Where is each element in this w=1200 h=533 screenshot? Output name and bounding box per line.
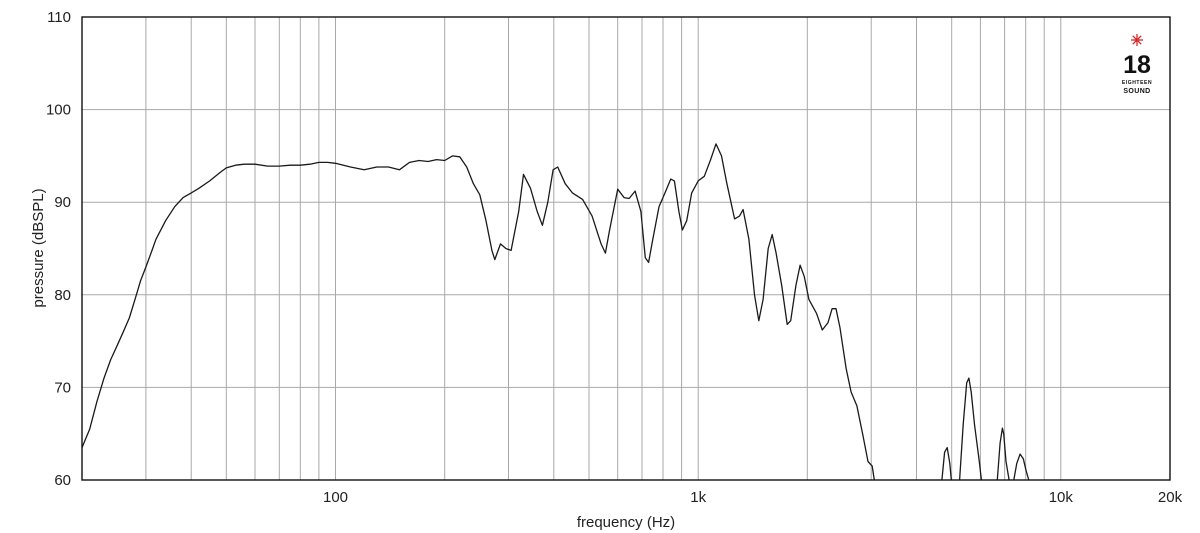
- x-tick-labels: 100 1k 10k 20k: [323, 489, 1183, 506]
- series-line: [941, 446, 952, 481]
- logo-subtext: EIGHTEEN: [1122, 80, 1152, 86]
- response-curve: [81, 143, 1030, 481]
- star-icon: [1131, 34, 1143, 46]
- logo-number: 18: [1123, 51, 1151, 79]
- logo-word: SOUND: [1123, 88, 1150, 95]
- series-line: [996, 427, 1010, 481]
- x-tick-label: 20k: [1158, 489, 1183, 506]
- x-tick-label: 1k: [690, 489, 706, 506]
- y-tick-label: 70: [54, 379, 71, 396]
- y-tick-label: 90: [54, 194, 71, 211]
- y-tick-labels: 60 70 80 90 100 110: [46, 9, 71, 489]
- brand-logo: 18 EIGHTEEN SOUND: [1122, 34, 1152, 95]
- y-axis-label: pressure (dBSPL): [30, 188, 47, 307]
- y-tick-label: 80: [54, 287, 71, 304]
- y-tick-label: 60: [54, 472, 71, 489]
- x-tick-label: 100: [323, 489, 348, 506]
- x-tick-label: 10k: [1049, 489, 1074, 506]
- series-line: [81, 143, 875, 481]
- grid-lines: [81, 16, 1171, 481]
- series-line: [958, 377, 983, 481]
- y-tick-label: 110: [47, 9, 71, 26]
- star-center: [1135, 38, 1139, 42]
- series-line: [1013, 453, 1030, 481]
- plot-frame: [81, 16, 1171, 481]
- y-tick-label: 100: [46, 102, 71, 119]
- x-axis-label: frequency (Hz): [577, 514, 675, 531]
